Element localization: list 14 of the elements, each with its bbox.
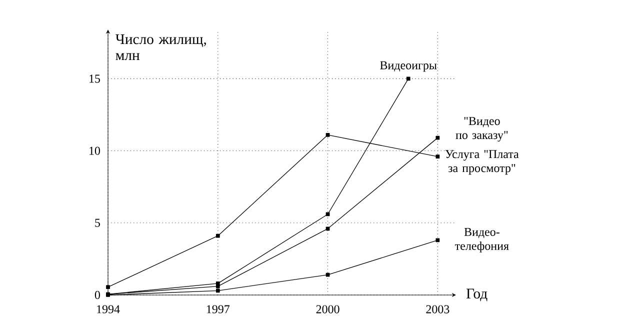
- series-label: "Видео по заказу": [456, 117, 508, 142]
- x-tick-label: 2003: [426, 305, 450, 314]
- x-tick-label: 1994: [97, 305, 120, 314]
- series-label: Услуга "Плата за просмотр": [445, 150, 519, 175]
- y-tick-label: 0: [94, 290, 100, 300]
- x-axis-title: Год: [466, 288, 488, 302]
- series-label: Видео-телефония: [455, 228, 509, 252]
- y-tick-label: 15: [90, 74, 100, 83]
- y-axis-title: Число жилищ, млн: [116, 34, 206, 60]
- y-tick-label: 10: [90, 146, 100, 155]
- x-tick-label: 2000: [316, 305, 340, 314]
- x-tick-label: 1997: [206, 305, 230, 314]
- series-label: Видеоигры: [380, 61, 437, 72]
- y-tick-label: 5: [95, 218, 100, 227]
